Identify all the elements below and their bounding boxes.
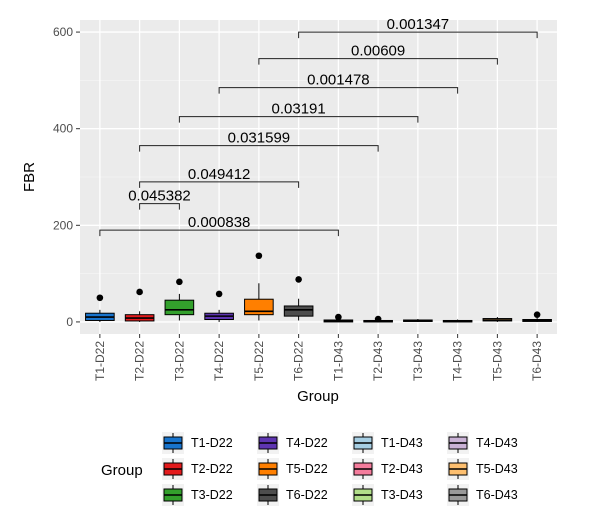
- comparison-bracket: 0.00609: [258, 43, 498, 65]
- x-tick-label: T5-D22: [252, 341, 266, 381]
- comparison-bracket: 0.045382: [128, 188, 191, 210]
- legend-item-T5-D43: T5-D43: [447, 458, 518, 480]
- x-tick-label: T6-D43: [530, 341, 544, 381]
- outlier-point: [255, 252, 263, 260]
- legend-item-T3-D43: T3-D43: [352, 484, 423, 506]
- legend-item-T4-D43: T4-D43: [447, 432, 518, 454]
- x-tick-label: T2-D22: [133, 341, 147, 381]
- legend-label: T2-D43: [381, 462, 423, 476]
- legend-item-T6-D43: T6-D43: [447, 484, 518, 506]
- comparison-bracket: 0.001478: [218, 72, 459, 94]
- comparison-bracket: 0.000838: [99, 214, 339, 237]
- box-T3-D22: [164, 278, 195, 321]
- legend-item-T3-D22: T3-D22: [162, 484, 233, 506]
- legend-item-T5-D22: T5-D22: [257, 458, 328, 480]
- legend-item-T1-D22: T1-D22: [162, 432, 233, 454]
- outlier-point: [533, 311, 541, 318]
- y-axis: 0 200 400 600: [53, 25, 80, 329]
- p-value-label: 0.045382: [128, 188, 191, 205]
- legend-title: Group: [101, 462, 143, 479]
- x-tick-label: T4-D43: [451, 341, 465, 381]
- bracket-line: [139, 145, 379, 152]
- legend-label: T4-D43: [476, 436, 518, 450]
- legend-label: T3-D43: [381, 488, 423, 502]
- p-value-label: 0.00609: [351, 43, 405, 60]
- legend-label: T3-D22: [191, 488, 233, 502]
- legend-label: T6-D22: [286, 488, 328, 502]
- bracket-line: [139, 203, 180, 210]
- legend: Group T1-D22 T2-D22 T3-D22 T4-D22 T5-D22 T6-D…: [101, 432, 518, 506]
- comparison-bracket: 0.03191: [178, 101, 419, 123]
- comparison-bracket: 0.001347: [298, 16, 538, 39]
- legend-label: T6-D43: [476, 488, 518, 502]
- y-tick-label: 200: [53, 218, 73, 232]
- legend-item-T1-D43: T1-D43: [352, 432, 423, 454]
- outlier-point: [176, 278, 183, 286]
- box-rect: [164, 299, 195, 316]
- y-tick-label: 0: [66, 315, 73, 329]
- p-value-label: 0.001478: [307, 72, 370, 89]
- box-rect: [244, 298, 274, 316]
- p-value-label: 0.000838: [188, 214, 251, 231]
- p-value-label: 0.03191: [272, 101, 326, 118]
- comparison-bracket: 0.049412: [139, 166, 300, 188]
- bracket-line: [298, 31, 538, 39]
- outlier-point: [215, 290, 223, 298]
- legend-item-T2-D22: T2-D22: [162, 458, 233, 480]
- box-rect: [283, 305, 314, 317]
- outlier-point: [136, 288, 143, 296]
- legend-label: T5-D22: [286, 462, 328, 476]
- y-axis-title: FBR: [21, 162, 38, 192]
- box-T5-D22: [244, 252, 274, 321]
- box-T6-D22: [283, 276, 314, 321]
- comparison-bracket: 0.031599: [139, 130, 379, 152]
- legend-item-T2-D43: T2-D43: [352, 458, 423, 480]
- x-tick-label: T4-D22: [212, 341, 226, 381]
- bracket-line: [178, 116, 419, 123]
- box-T1-D22: [85, 294, 115, 322]
- x-tick-label: T5-D43: [490, 341, 504, 381]
- x-axis: T1-D22 T2-D22 T3-D22 T4-D22 T5-D22 T6-D22 T1-D…: [93, 334, 544, 381]
- legend-item-T4-D22: T4-D22: [257, 432, 328, 454]
- p-value-label: 0.031599: [228, 130, 291, 147]
- legend-item-T6-D22: T6-D22: [257, 484, 328, 506]
- legend-label: T1-D22: [191, 436, 233, 450]
- x-tick-label: T1-D22: [93, 341, 107, 381]
- box-T5-D43: [482, 317, 513, 322]
- legend-label: T4-D22: [286, 436, 328, 450]
- bracket-line: [218, 87, 459, 94]
- box-T4-D22: [204, 290, 234, 322]
- legend-label: T5-D43: [476, 462, 518, 476]
- box-T2-D43: [363, 315, 393, 323]
- x-tick-label: T2-D43: [371, 341, 385, 381]
- outlier-point: [96, 294, 104, 302]
- box-T4-D43: [442, 319, 473, 323]
- x-tick-label: T1-D43: [331, 341, 345, 381]
- bracket-line: [139, 181, 300, 188]
- outlier-point: [374, 315, 382, 323]
- y-tick-label: 600: [53, 25, 73, 39]
- x-tick-label: T6-D22: [292, 341, 306, 381]
- box-T2-D22: [124, 288, 155, 322]
- boxes: [85, 252, 552, 323]
- x-axis-title: Group: [297, 388, 339, 405]
- box-T3-D43: [403, 319, 433, 322]
- p-value-label: 0.049412: [188, 166, 251, 183]
- legend-label: T2-D22: [191, 462, 233, 476]
- legend-label: T1-D43: [381, 436, 423, 450]
- x-tick-label: T3-D43: [411, 341, 425, 381]
- outlier-point: [295, 276, 302, 283]
- box-T6-D43: [522, 311, 552, 322]
- box-T1-D43: [323, 313, 354, 323]
- outlier-point: [335, 313, 342, 321]
- y-tick-label: 400: [53, 122, 73, 136]
- bracket-line: [99, 229, 339, 237]
- bracket-line: [258, 58, 498, 65]
- x-tick-label: T3-D22: [172, 341, 186, 381]
- comparisons: 0.000838 0.045382 0.049412 0.031599 0.03191 0…: [99, 16, 538, 237]
- p-value-label: 0.001347: [387, 16, 450, 33]
